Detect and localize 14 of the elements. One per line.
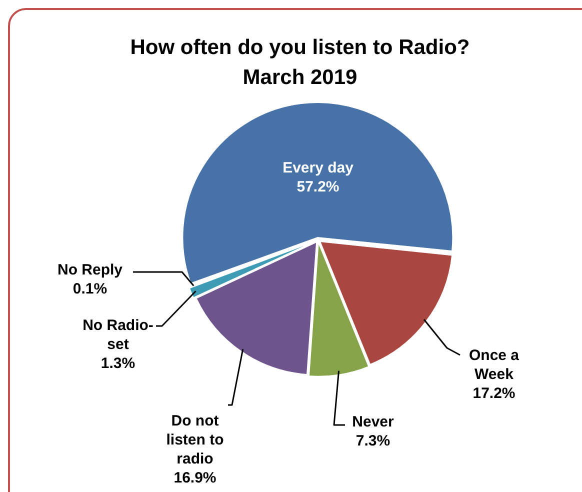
data-label: 16.9%: [174, 470, 216, 487]
data-label: 7.3%: [356, 432, 390, 450]
slice-label: Every day: [282, 160, 354, 177]
data-label: 17.2%: [472, 385, 516, 402]
slice-label: Once a Week: [468, 347, 520, 384]
slice-label: No Reply: [57, 262, 124, 279]
chart-subtitle: March 2019: [242, 66, 358, 89]
slice-label: Never: [352, 414, 394, 431]
data-label: 57.2%: [296, 178, 340, 196]
slice-label: No Radio-set: [82, 317, 154, 354]
chart-title: How often do you listen to Radio?: [130, 36, 470, 59]
data-label: 1.3%: [100, 355, 136, 372]
data-label: 0.1%: [72, 280, 108, 298]
slice-label: Do not listen to radio: [166, 412, 224, 468]
